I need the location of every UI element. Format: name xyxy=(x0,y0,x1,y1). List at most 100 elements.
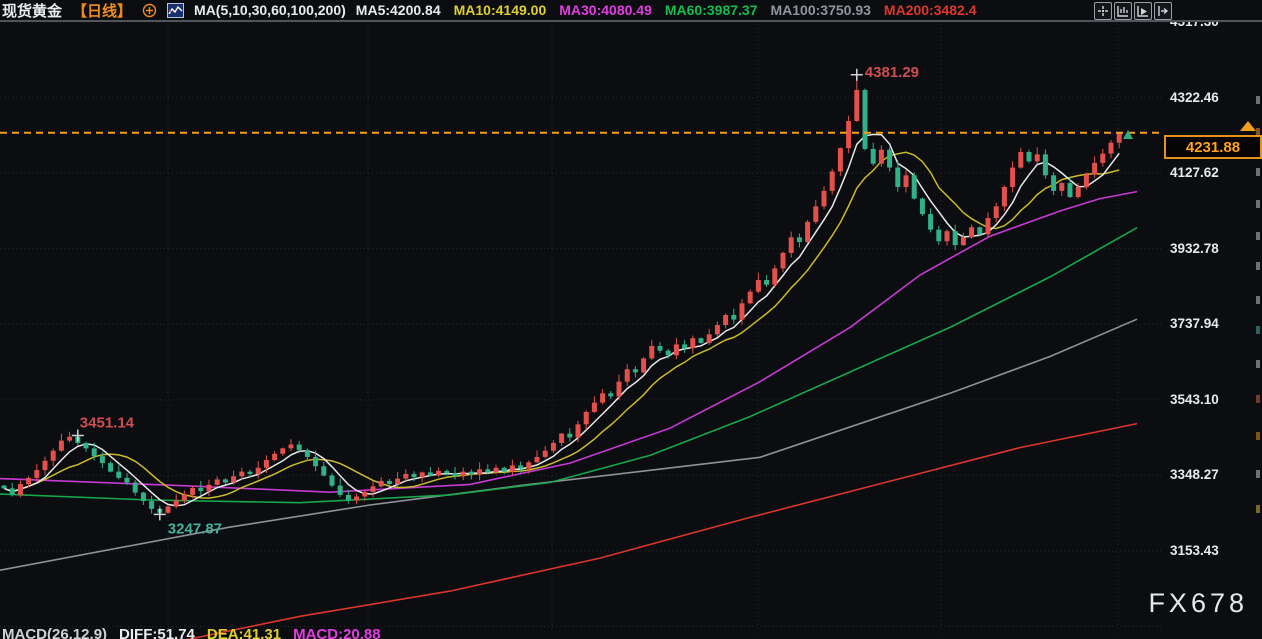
candle[interactable] xyxy=(1026,152,1032,162)
candle[interactable] xyxy=(878,149,884,164)
candle[interactable] xyxy=(91,448,97,457)
candle[interactable] xyxy=(83,442,89,449)
candle[interactable] xyxy=(1010,167,1016,187)
candle[interactable] xyxy=(739,303,745,320)
candle[interactable] xyxy=(747,291,753,304)
candle[interactable] xyxy=(862,89,868,149)
candle[interactable] xyxy=(493,467,499,473)
candle[interactable] xyxy=(239,471,245,477)
candle[interactable] xyxy=(714,325,720,335)
candle[interactable] xyxy=(1075,186,1081,198)
candle[interactable] xyxy=(796,237,802,243)
candle[interactable] xyxy=(345,494,351,501)
candle[interactable] xyxy=(477,469,483,475)
candle[interactable] xyxy=(280,448,286,454)
candle[interactable] xyxy=(706,334,712,343)
candle[interactable] xyxy=(1018,152,1024,168)
candle[interactable] xyxy=(378,480,384,487)
candle[interactable] xyxy=(903,175,909,187)
candle[interactable] xyxy=(600,393,606,403)
candle[interactable] xyxy=(181,494,187,501)
candle[interactable] xyxy=(1067,183,1073,198)
candle[interactable] xyxy=(26,477,32,485)
candle[interactable] xyxy=(370,486,376,492)
candle[interactable] xyxy=(509,465,515,472)
candle[interactable] xyxy=(542,450,548,457)
candle[interactable] xyxy=(222,479,228,483)
candle[interactable] xyxy=(805,221,811,243)
candle[interactable] xyxy=(977,227,983,235)
candle[interactable] xyxy=(58,440,64,451)
candle[interactable] xyxy=(1034,154,1040,162)
candle[interactable] xyxy=(1,485,7,489)
candle[interactable] xyxy=(829,171,835,191)
candle[interactable] xyxy=(591,402,597,412)
candle[interactable] xyxy=(411,473,417,478)
candle[interactable] xyxy=(624,369,630,382)
candle[interactable] xyxy=(231,476,237,483)
candle[interactable] xyxy=(263,460,269,468)
candle[interactable] xyxy=(214,479,220,485)
candle[interactable] xyxy=(468,471,474,475)
candle[interactable] xyxy=(755,280,761,292)
candle[interactable] xyxy=(337,485,343,495)
chart-style-icon[interactable] xyxy=(167,2,185,18)
candle[interactable] xyxy=(1051,175,1057,191)
candle[interactable] xyxy=(673,344,679,356)
candle[interactable] xyxy=(813,206,819,222)
candle[interactable] xyxy=(928,214,934,230)
candle[interactable] xyxy=(165,506,171,513)
candle[interactable] xyxy=(247,471,253,474)
candle[interactable] xyxy=(649,345,655,359)
candle[interactable] xyxy=(641,358,647,373)
candle[interactable] xyxy=(993,206,999,218)
candle[interactable] xyxy=(9,488,15,495)
candle[interactable] xyxy=(34,470,40,478)
candle[interactable] xyxy=(616,381,622,397)
candle[interactable] xyxy=(50,450,56,461)
candle[interactable] xyxy=(313,456,319,467)
candle[interactable] xyxy=(42,460,48,471)
candle[interactable] xyxy=(124,477,130,483)
candle[interactable] xyxy=(567,433,573,438)
candle[interactable] xyxy=(1108,142,1114,154)
candle[interactable] xyxy=(116,471,122,478)
candle[interactable] xyxy=(821,190,827,207)
candle[interactable] xyxy=(403,473,409,479)
candle[interactable] xyxy=(288,444,294,449)
candle[interactable] xyxy=(936,229,942,242)
candle[interactable] xyxy=(1083,174,1089,187)
candle[interactable] xyxy=(427,472,433,476)
candle[interactable] xyxy=(386,480,392,485)
candle[interactable] xyxy=(550,442,556,451)
candle[interactable] xyxy=(682,344,688,349)
candle[interactable] xyxy=(854,89,860,122)
candle[interactable] xyxy=(329,475,335,486)
candle[interactable] xyxy=(969,227,975,238)
candle[interactable] xyxy=(895,167,901,187)
candle[interactable] xyxy=(632,369,638,373)
candle[interactable] xyxy=(436,470,442,476)
candle[interactable] xyxy=(99,456,105,464)
candle[interactable] xyxy=(132,482,138,493)
candle[interactable] xyxy=(1100,153,1106,163)
candle[interactable] xyxy=(944,231,950,242)
candle[interactable] xyxy=(1001,186,1007,207)
candle[interactable] xyxy=(887,149,893,168)
candle[interactable] xyxy=(772,268,778,285)
candle[interactable] xyxy=(67,436,73,441)
candle[interactable] xyxy=(657,345,663,351)
candle[interactable] xyxy=(911,175,917,199)
candle[interactable] xyxy=(526,462,532,469)
candle[interactable] xyxy=(960,237,966,246)
candle[interactable] xyxy=(788,237,794,253)
candle[interactable] xyxy=(173,500,179,507)
candle[interactable] xyxy=(764,280,770,285)
candle[interactable] xyxy=(501,467,507,472)
candle[interactable] xyxy=(583,411,589,425)
candle[interactable] xyxy=(698,338,704,343)
candle[interactable] xyxy=(17,484,23,495)
candle[interactable] xyxy=(1092,162,1098,175)
candle[interactable] xyxy=(444,470,450,474)
